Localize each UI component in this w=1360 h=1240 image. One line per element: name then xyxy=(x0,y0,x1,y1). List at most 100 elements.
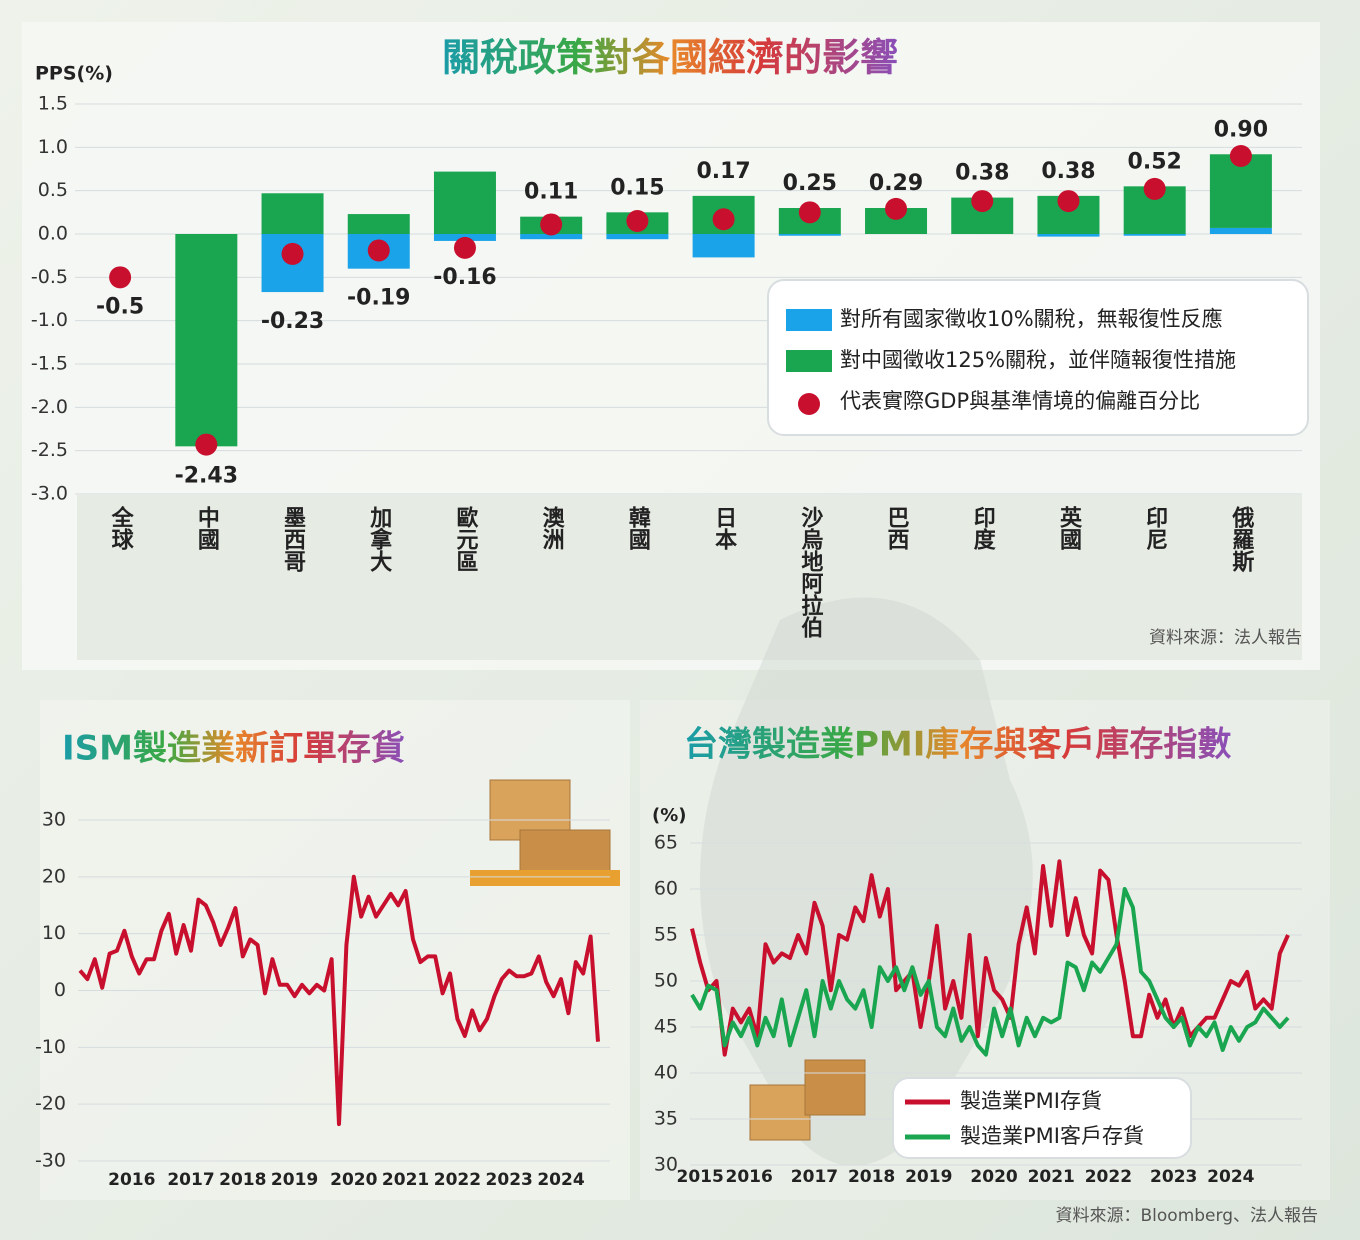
y-tick-label: -30 xyxy=(35,1150,66,1172)
y-tick-label: -10 xyxy=(35,1036,66,1058)
bar xyxy=(261,193,324,234)
y-tick-label: 20 xyxy=(42,865,66,887)
bar xyxy=(778,234,841,236)
legend-swatch xyxy=(786,350,832,372)
data-label: -2.43 xyxy=(175,463,238,488)
x-tick-label: 沙烏地阿拉伯 xyxy=(797,506,823,639)
x-tick-label: 中國 xyxy=(194,506,219,551)
bar xyxy=(175,234,238,447)
line xyxy=(78,874,600,1127)
legend-label: 代表實際GDP與基準情境的偏離百分比 xyxy=(840,389,1200,413)
legend-swatch xyxy=(786,309,832,331)
y-tick-label: 1.5 xyxy=(38,93,68,115)
x-tick-label: 2023 xyxy=(1150,1167,1197,1187)
data-label: 0.29 xyxy=(869,171,923,196)
bar xyxy=(433,171,496,234)
bar xyxy=(692,234,755,258)
x-tick-label: 2017 xyxy=(791,1167,838,1187)
x-tick-label: 英國 xyxy=(1056,506,1082,551)
y-tick-label: 10 xyxy=(42,922,66,944)
chart-title: ISM製造業新訂單存貨 xyxy=(62,729,405,769)
y-tick-label: 35 xyxy=(654,1108,678,1130)
x-tick-label: 2018 xyxy=(219,1170,266,1190)
legend-box xyxy=(767,279,1309,436)
x-tick-label: 韓國 xyxy=(625,505,651,551)
bar xyxy=(606,234,669,240)
legend-box xyxy=(892,1077,1192,1159)
legend-label: 對所有國家徵收10%關稅，無報復性反應 xyxy=(840,307,1223,331)
bar xyxy=(1123,234,1186,236)
y-tick-label: 0.0 xyxy=(38,223,68,245)
y-tick-label: 1.0 xyxy=(38,136,68,158)
x-tick-label: 2020 xyxy=(970,1167,1017,1187)
dot xyxy=(1143,177,1166,200)
dot xyxy=(626,210,649,232)
dot xyxy=(1057,190,1080,213)
x-tick-label: 2016 xyxy=(725,1167,772,1187)
boxes-illustration xyxy=(470,779,866,1141)
y-tick-label: 50 xyxy=(654,970,678,992)
data-label: -0.23 xyxy=(261,309,324,334)
x-tick-label: 俄羅斯 xyxy=(1228,506,1255,573)
y-tick-label: 0.5 xyxy=(38,179,68,201)
y-tick-label: 0 xyxy=(54,979,66,1001)
bar xyxy=(1037,234,1100,237)
x-tick-label: 印尼 xyxy=(1142,506,1168,551)
data-label: 0.38 xyxy=(955,161,1009,186)
y-tick-label: 45 xyxy=(654,1016,678,1038)
chart-title: 關稅政策對各國經濟的影響 xyxy=(442,36,898,80)
dot xyxy=(885,197,908,220)
chart-title: 台灣製造業PMI庫存與客戶庫存指數 xyxy=(684,725,1231,765)
x-tick-label: 2021 xyxy=(382,1170,429,1190)
x-tick-label: 全球 xyxy=(108,505,135,550)
data-label: 0.15 xyxy=(610,175,664,200)
x-tick-label: 墨西哥 xyxy=(280,506,306,572)
data-label: 0.25 xyxy=(783,171,837,196)
x-tick-label: 澳洲 xyxy=(539,505,565,550)
y-tick-label: -20 xyxy=(35,1093,66,1115)
x-tick-label: 2022 xyxy=(434,1170,481,1190)
source: 資料來源：法人報告 xyxy=(1149,628,1302,648)
x-tick-label: 加拿大 xyxy=(366,506,393,573)
line xyxy=(690,887,1290,1057)
dot xyxy=(712,208,735,231)
data-label: -0.5 xyxy=(96,294,144,319)
x-tick-label: 2019 xyxy=(905,1167,952,1187)
dot xyxy=(367,239,390,262)
y-tick-label: 55 xyxy=(654,924,678,946)
y-tick-label: -0.5 xyxy=(31,266,68,288)
data-label: 0.17 xyxy=(696,159,750,184)
y-tick-label: 30 xyxy=(42,809,66,831)
y-tick-label: 60 xyxy=(654,878,678,900)
data-label: 0.90 xyxy=(1214,117,1268,142)
y-axis-label: PPS(%) xyxy=(35,63,113,85)
x-tick-label: 日本 xyxy=(711,506,737,550)
dot xyxy=(540,213,563,236)
data-label: -0.19 xyxy=(347,286,410,311)
x-tick-label: 歐元區 xyxy=(452,505,478,572)
x-tick-label: 2017 xyxy=(167,1170,214,1190)
bar xyxy=(520,234,583,240)
dot xyxy=(971,190,994,213)
dot xyxy=(109,266,132,289)
y-tick-label: 40 xyxy=(654,1062,678,1084)
category-band xyxy=(77,495,1302,660)
x-tick-label: 2020 xyxy=(330,1170,377,1190)
y-axis-label: (%) xyxy=(652,805,687,826)
x-tick-label: 2018 xyxy=(848,1167,895,1187)
x-tick-label: 印度 xyxy=(970,506,996,551)
legend-swatch xyxy=(798,393,820,415)
data-label: 0.52 xyxy=(1128,149,1182,174)
y-tick-label: -1.0 xyxy=(31,309,68,331)
dot xyxy=(1229,145,1252,167)
dot xyxy=(195,433,218,456)
y-tick-label: -1.5 xyxy=(31,353,68,375)
x-tick-label: 2022 xyxy=(1085,1167,1132,1187)
x-tick-label: 2024 xyxy=(537,1170,584,1190)
x-tick-label: 2021 xyxy=(1028,1167,1075,1187)
bar xyxy=(347,214,410,234)
source: 資料來源：Bloomberg、法人報告 xyxy=(1056,1206,1318,1226)
data-label: 0.38 xyxy=(1041,159,1095,184)
y-tick-label: 65 xyxy=(654,832,678,854)
